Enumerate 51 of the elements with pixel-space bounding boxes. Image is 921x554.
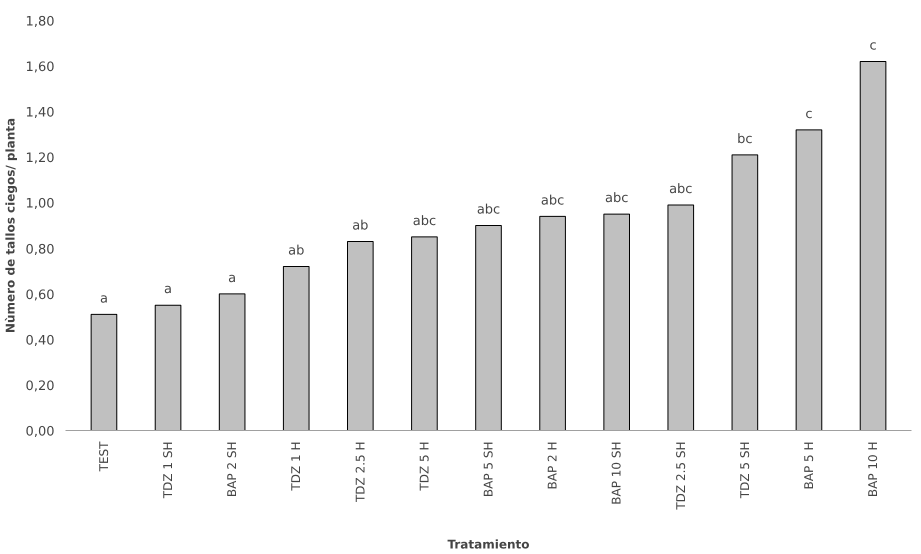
annotation: abc: [412, 214, 436, 229]
x-tick-label: BAP 10 SH: [610, 442, 624, 505]
x-tick-label: BAP 2 H: [546, 441, 560, 490]
y-tick-label: 0,20: [26, 378, 55, 394]
y-tick-label: 1,20: [26, 151, 55, 166]
bar: [90, 314, 118, 430]
annotation: abc: [605, 191, 628, 206]
y-axis-title: Nùmero de tallos ciegos/ planta: [4, 118, 18, 334]
bar: [860, 61, 886, 430]
y-tick-label: 1,60: [26, 60, 55, 76]
y-tick-label: 0,80: [26, 242, 55, 258]
annotation: abc: [540, 193, 564, 208]
bar: [154, 304, 182, 430]
annotation: abc: [669, 182, 692, 197]
x-tick-label: TDZ 1 SH: [161, 441, 176, 500]
x-tick-label: BAP 5 H: [802, 441, 816, 490]
y-tick-label: 0,60: [26, 288, 55, 303]
y-tick-label: 1,40: [26, 106, 55, 121]
bar: [475, 225, 502, 430]
x-tick-label: BAP 2 SH: [225, 441, 240, 498]
annotation: c: [805, 106, 813, 122]
x-tick-label: TDZ 2.5 H: [353, 441, 368, 504]
annotation: a: [228, 270, 236, 286]
annotation: ab: [288, 244, 304, 258]
x-tick-label: TDZ 5 SH: [738, 441, 752, 500]
y-tick-label: 0,00: [26, 424, 55, 440]
bar: [796, 129, 822, 430]
x-tick-label: TDZ 5 H: [417, 442, 432, 492]
x-axis-title: Tratamiento: [448, 538, 530, 552]
bar: [539, 216, 566, 430]
y-tick-label: 1,00: [26, 196, 55, 212]
annotation: ab: [352, 218, 368, 234]
annotation: a: [100, 291, 108, 306]
bar: [667, 204, 694, 430]
x-tick-label: TDZ 1 H: [289, 442, 304, 492]
x-tick-label: TDZ 2.5 SH: [674, 441, 688, 511]
bar: [411, 236, 438, 430]
y-tick-label: 1,80: [26, 14, 55, 30]
x-tick-label: BAP 10 H: [866, 441, 880, 498]
annotation: a: [164, 282, 172, 298]
bar: [603, 214, 630, 430]
bar: [347, 240, 374, 430]
x-tick-label: TEST: [96, 440, 111, 472]
bar: [282, 266, 310, 430]
annotation: bc: [737, 132, 753, 147]
annotation: abc: [476, 202, 500, 218]
x-tick-label: BAP 5 SH: [482, 441, 496, 498]
bar: [732, 154, 758, 430]
bar: [218, 293, 246, 430]
annotation: c: [869, 38, 877, 54]
y-tick-label: 0,40: [26, 333, 55, 348]
